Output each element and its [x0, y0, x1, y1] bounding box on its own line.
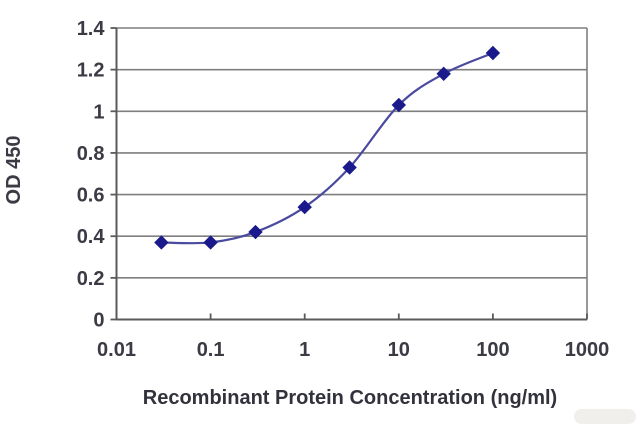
series-line [161, 51, 494, 245]
y-axis-title: OD 450 [3, 136, 25, 205]
data-point [203, 235, 218, 250]
watermark [574, 409, 636, 424]
axes [115, 28, 588, 321]
x-tick-label: 10 [388, 339, 410, 361]
y-tick-label: 1.2 [77, 60, 105, 82]
y-tick-label: 0.6 [77, 185, 105, 207]
y-tick-label: 0.8 [77, 143, 105, 165]
y-tick-label: 0.2 [77, 268, 105, 290]
x-tick-label: 0.1 [197, 339, 225, 361]
data-point [248, 224, 263, 240]
x-tick-label: 1 [299, 339, 310, 361]
data-series [154, 45, 501, 250]
y-tick-label: 1 [93, 101, 104, 123]
data-point [391, 97, 407, 113]
gridlines [116, 27, 587, 279]
data-point [342, 160, 357, 175]
tick-marks [110, 27, 588, 321]
y-tick-labels: 0 0.2 0.4 0.6 0.8 1 1.2 1.4 [77, 18, 106, 332]
data-point [154, 235, 169, 250]
data-point [485, 45, 501, 61]
y-tick-label: 0.4 [77, 226, 106, 248]
x-tick-labels: 0.01 0.1 1 10 100 1000 [97, 339, 609, 361]
y-tick-label: 0 [93, 310, 104, 332]
x-tick-label: 1000 [565, 339, 610, 361]
x-axis-title: Recombinant Protein Concentration (ng/ml… [143, 387, 557, 409]
y-tick-label: 1.4 [77, 18, 106, 40]
x-tick-label: 0.01 [97, 339, 136, 361]
x-tick-label: 100 [476, 339, 509, 361]
data-point [436, 66, 451, 82]
data-point [297, 199, 312, 215]
